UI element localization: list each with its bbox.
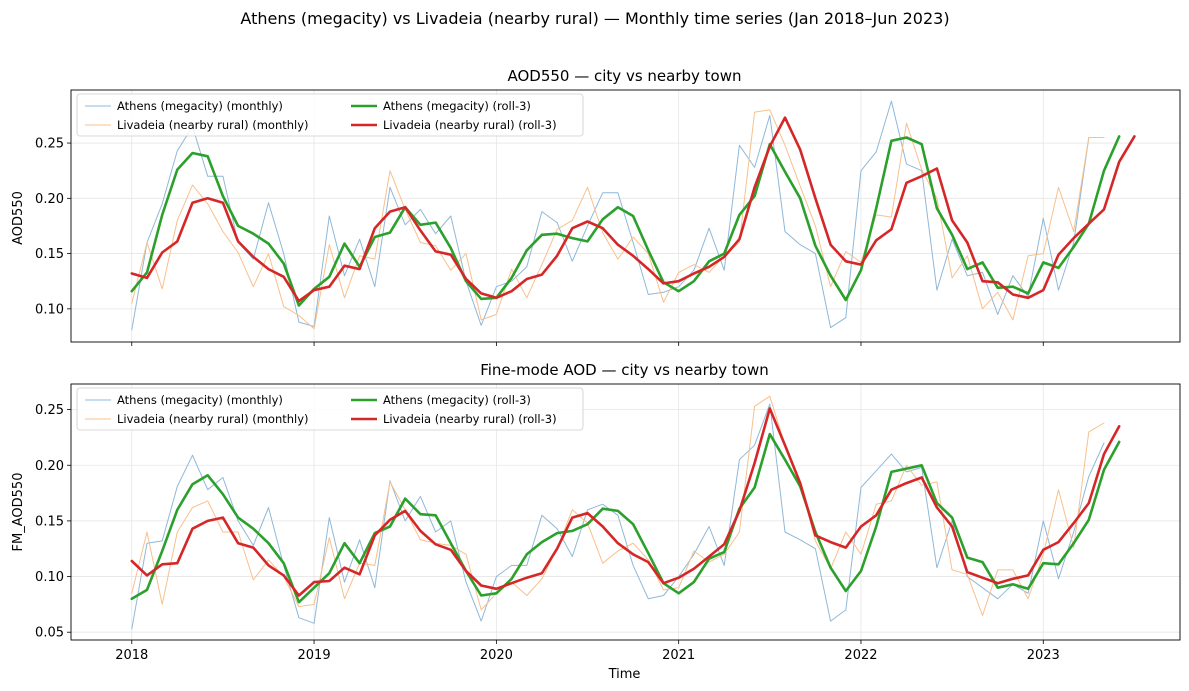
- y-tick-label: 0.20: [35, 192, 64, 207]
- y-axis-label: AOD550: [11, 191, 26, 245]
- axes-frame: [70, 383, 1181, 641]
- y-tick-label: 0.15: [35, 247, 64, 262]
- legend-entry: Athens (megacity) (monthly): [117, 393, 283, 407]
- series-line-3: [130, 116, 1136, 303]
- legend-entry: Livadeia (nearby rural) (monthly): [117, 412, 309, 426]
- legend: Athens (megacity) (monthly) Livadeia (nea…: [76, 93, 584, 137]
- panel-title: Fine-mode AOD — city vs nearby town: [480, 361, 769, 379]
- axes-frame: [70, 89, 1181, 343]
- legend: Athens (megacity) (monthly) Livadeia (nea…: [76, 387, 584, 431]
- legend-entry: Athens (megacity) (roll-3): [383, 393, 531, 407]
- series-line-1: [131, 395, 1105, 616]
- series-line-3: [130, 407, 1121, 597]
- panel-title: AOD550 — city vs nearby town: [507, 67, 741, 85]
- x-tick-label: 2023: [1027, 648, 1060, 663]
- legend-entry: Livadeia (nearby rural) (roll-3): [383, 412, 557, 426]
- aod550-panel: AOD550 — city vs nearby town AOD550 0.10…: [11, 67, 1181, 346]
- series-line-0: [131, 403, 1105, 630]
- x-tick-label: 2018: [115, 648, 148, 663]
- x-tick-label: 2019: [298, 648, 331, 663]
- y-tick-label: 0.05: [35, 626, 64, 641]
- y-tick-label: 0.15: [35, 514, 64, 529]
- legend-entry: Athens (megacity) (monthly): [117, 99, 283, 113]
- legend-entry: Athens (megacity) (roll-3): [383, 99, 531, 113]
- series-lines: [130, 395, 1121, 630]
- legend-box: [76, 93, 584, 137]
- series-line-2: [130, 432, 1121, 604]
- legend-entry: Livadeia (nearby rural) (roll-3): [383, 118, 557, 132]
- series-lines: [130, 100, 1136, 331]
- series-line-1: [131, 109, 1105, 330]
- series-line-0: [131, 100, 1105, 331]
- y-tick-label: 0.25: [35, 403, 64, 418]
- figure-title: Athens (megacity) vs Livadeia (nearby ru…: [240, 9, 949, 28]
- x-axis-label: Time: [608, 667, 641, 682]
- y-tick-label: 0.10: [35, 570, 64, 585]
- legend-entry: Livadeia (nearby rural) (monthly): [117, 118, 309, 132]
- x-tick-label: 2021: [662, 648, 695, 663]
- y-tick-label: 0.25: [35, 137, 64, 152]
- y-tick-label: 0.10: [35, 302, 64, 317]
- x-tick-label: 2022: [844, 648, 877, 663]
- x-tick-label: 2020: [480, 648, 513, 663]
- fine-mode-aod-panel: Fine-mode AOD — city vs nearby town FM_A…: [11, 361, 1181, 682]
- legend-box: [76, 387, 584, 431]
- y-axis-label: FM_AOD550: [11, 473, 26, 552]
- y-tick-label: 0.20: [35, 459, 64, 474]
